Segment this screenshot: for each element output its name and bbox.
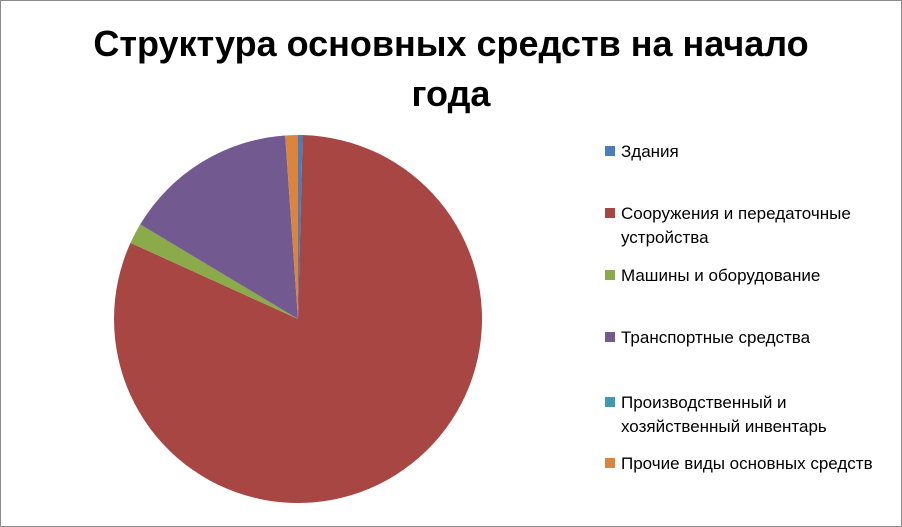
pie-slice-zdaniya xyxy=(298,135,303,319)
legend-swatch xyxy=(605,397,615,407)
legend-label: Сооружения и передаточные устройства xyxy=(621,204,851,247)
legend: Здания Сооружения и передаточные устройс… xyxy=(605,1,901,526)
legend-swatch xyxy=(605,270,615,280)
pie-slice-inventar xyxy=(285,135,298,319)
pie-slice-sooruzheniya xyxy=(113,135,483,503)
legend-label: Транспортные средства xyxy=(621,328,811,347)
legend-label: Машины и оборудование xyxy=(621,266,821,285)
legend-label: Производственный и хозяйственный инвента… xyxy=(621,393,827,436)
pie-slice-prochie xyxy=(285,135,298,319)
pie-slice-transport xyxy=(140,135,298,319)
pie-slice-mashiny xyxy=(130,224,298,319)
legend-label: Здания xyxy=(621,142,679,161)
legend-swatch xyxy=(605,458,615,468)
legend-swatch xyxy=(605,208,615,218)
chart-title: Структура основных средств на начало год… xyxy=(93,23,809,114)
legend-swatch xyxy=(605,332,615,342)
legend-label: Прочие виды основных средств xyxy=(621,454,873,473)
legend-swatch xyxy=(605,146,615,156)
